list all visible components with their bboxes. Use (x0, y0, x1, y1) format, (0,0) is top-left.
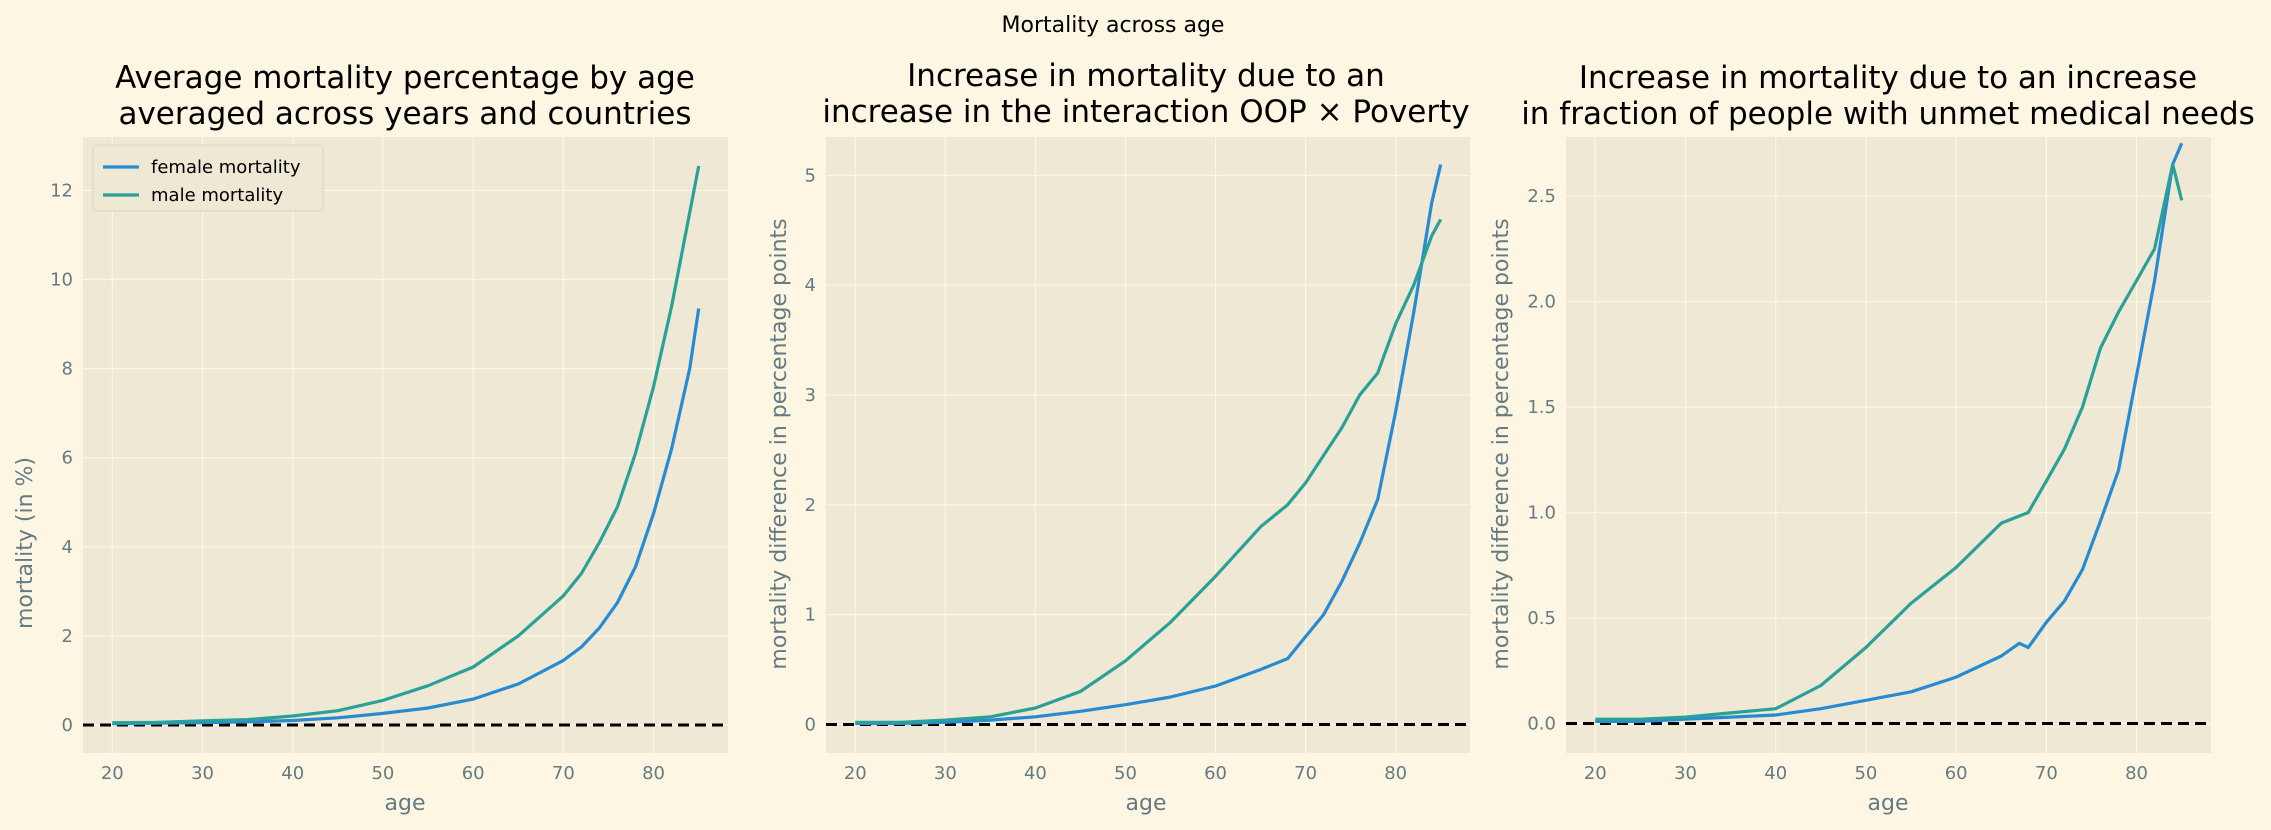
series-line-female-mortality (112, 308, 701, 726)
x-tick-label: 80 (2125, 763, 2148, 784)
figure-suptitle: Mortality across age (1002, 13, 1225, 38)
y-tick-label: 2 (62, 626, 73, 647)
x-tick-label: 70 (1294, 763, 1317, 784)
x-tick-label: 30 (1674, 763, 1697, 784)
series-line-male-mortality (1595, 162, 2184, 721)
legend: female mortality male mortality (92, 144, 324, 212)
y-tick-label: 6 (62, 448, 73, 469)
panel-title-line-2: increase in the interaction OOP × Povert… (822, 94, 1469, 130)
y-tick-label: 3 (805, 385, 816, 406)
panel-title-line-1: Increase in mortality due to an increase (1579, 60, 2197, 96)
x-tick-label: 30 (934, 763, 957, 784)
x-tick-label: 70 (2035, 763, 2058, 784)
plot-area: 20 30 40 50 60 70 80 0 2 4 6 8 10 12 female mortality m… (50, 137, 728, 784)
y-axis-label: mortality difference in percentage point… (767, 218, 792, 669)
series-line-female-mortality (1595, 142, 2184, 723)
x-axis-label: age (385, 791, 426, 816)
y-tick-label: 0 (62, 715, 73, 736)
y-tick-label: 0.0 (1527, 713, 1556, 734)
y-axis-label: mortality difference in percentage point… (1489, 218, 1514, 669)
y-tick-label: 2.0 (1527, 292, 1556, 313)
y-tick-label: 1.5 (1527, 397, 1556, 418)
y-tick-label: 5 (805, 165, 816, 186)
y-tick-label: 0 (805, 714, 816, 735)
y-tick-label: 4 (62, 537, 73, 558)
panel-title-line-2: in fraction of people with unmet medical… (1521, 96, 2255, 132)
series-line-male-mortality (112, 165, 701, 725)
x-tick-label: 50 (1854, 763, 1877, 784)
x-tick-label: 40 (281, 763, 304, 784)
x-tick-label: 20 (101, 763, 124, 784)
chart-panel-unmet-medical-needs: 20 30 40 50 60 70 80 0.0 0.5 1.0 1.5 2.0 2.5 Increas… (1489, 60, 2255, 816)
y-axis-label: mortality (in %) (13, 457, 38, 629)
legend-box (92, 144, 324, 212)
x-tick-label: 60 (1204, 763, 1227, 784)
axes-background (826, 137, 1470, 753)
x-tick-label: 80 (642, 763, 665, 784)
y-tick-label: 0.5 (1527, 608, 1556, 629)
plot-area: 20 30 40 50 60 70 80 0.0 0.5 1.0 1.5 2.0 2.5 (1527, 137, 2211, 784)
x-tick-label: 40 (1024, 763, 1047, 784)
x-tick-label: 60 (462, 763, 485, 784)
panel-title-line-1: Increase in mortality due to an (907, 58, 1385, 94)
y-tick-label: 2 (805, 495, 816, 516)
x-tick-label: 60 (1945, 763, 1968, 784)
x-tick-label: 50 (371, 763, 394, 784)
y-tick-label: 8 (62, 359, 73, 380)
x-tick-label: 40 (1764, 763, 1787, 784)
y-tick-label: 2.5 (1527, 186, 1556, 207)
x-tick-label: 20 (844, 763, 867, 784)
x-tick-label: 50 (1114, 763, 1137, 784)
legend-label: female mortality (151, 157, 301, 178)
y-tick-label: 12 (50, 180, 73, 201)
chart-panel-oop-poverty: 20 30 40 50 60 70 80 0 1 2 3 4 5 Increase in mortali… (767, 58, 1470, 816)
y-tick-label: 1.0 (1527, 503, 1556, 524)
x-axis-label: age (1126, 791, 1167, 816)
y-tick-label: 4 (805, 275, 816, 296)
x-tick-label: 80 (1384, 763, 1407, 784)
chart-panel-mortality-by-age: 20 30 40 50 60 70 80 0 2 4 6 8 10 12 female mortality m… (13, 60, 728, 816)
axes-background (1566, 137, 2211, 753)
x-tick-label: 70 (552, 763, 575, 784)
panel-title-line-1: Average mortality percentage by age (115, 60, 695, 96)
x-tick-label: 30 (191, 763, 214, 784)
plot-area: 20 30 40 50 60 70 80 0 1 2 3 4 5 (805, 137, 1470, 784)
panel-title-line-2: averaged across years and countries (118, 96, 691, 132)
legend-label: male mortality (151, 185, 283, 206)
x-axis-label: age (1868, 791, 1909, 816)
series-line-male-mortality (855, 218, 1443, 724)
y-tick-label: 1 (805, 605, 816, 626)
axes-background (83, 137, 728, 753)
y-tick-label: 10 (50, 270, 73, 291)
x-tick-label: 20 (1584, 763, 1607, 784)
series-line-female-mortality (855, 164, 1443, 725)
